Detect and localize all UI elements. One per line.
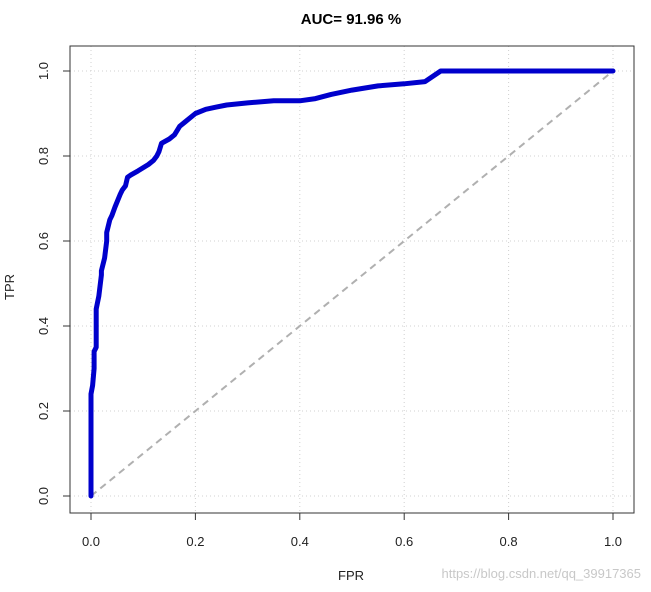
reference-diagonal (90, 70, 614, 497)
y-tick-label: 0.8 (36, 147, 51, 165)
roc-curve (88, 68, 616, 499)
y-tick-label: 0.4 (36, 317, 51, 335)
chart-title: AUC= 91.96 % (301, 11, 401, 28)
grid (70, 46, 634, 513)
x-tick-label: 0.6 (395, 534, 413, 549)
x-tick-label: 0.0 (82, 534, 100, 549)
y-axis: 0.0 0.2 0.4 0.6 0.8 1.0 (36, 62, 70, 505)
y-tick-label: 1.0 (36, 62, 51, 80)
x-tick-label: 0.2 (186, 534, 204, 549)
x-axis: 0.0 0.2 0.4 0.6 0.8 1.0 (82, 513, 622, 549)
plot-frame (69, 45, 635, 514)
x-axis-label: FPR (338, 568, 364, 583)
x-tick-label: 1.0 (604, 534, 622, 549)
y-tick-label: 0.6 (36, 232, 51, 250)
y-tick-label: 0.2 (36, 402, 51, 420)
x-tick-label: 0.8 (500, 534, 518, 549)
y-axis-label: TPR (2, 274, 17, 300)
x-tick-label: 0.4 (291, 534, 309, 549)
y-tick-label: 0.0 (36, 487, 51, 505)
watermark: https://blog.csdn.net/qq_39917365 (442, 566, 642, 581)
